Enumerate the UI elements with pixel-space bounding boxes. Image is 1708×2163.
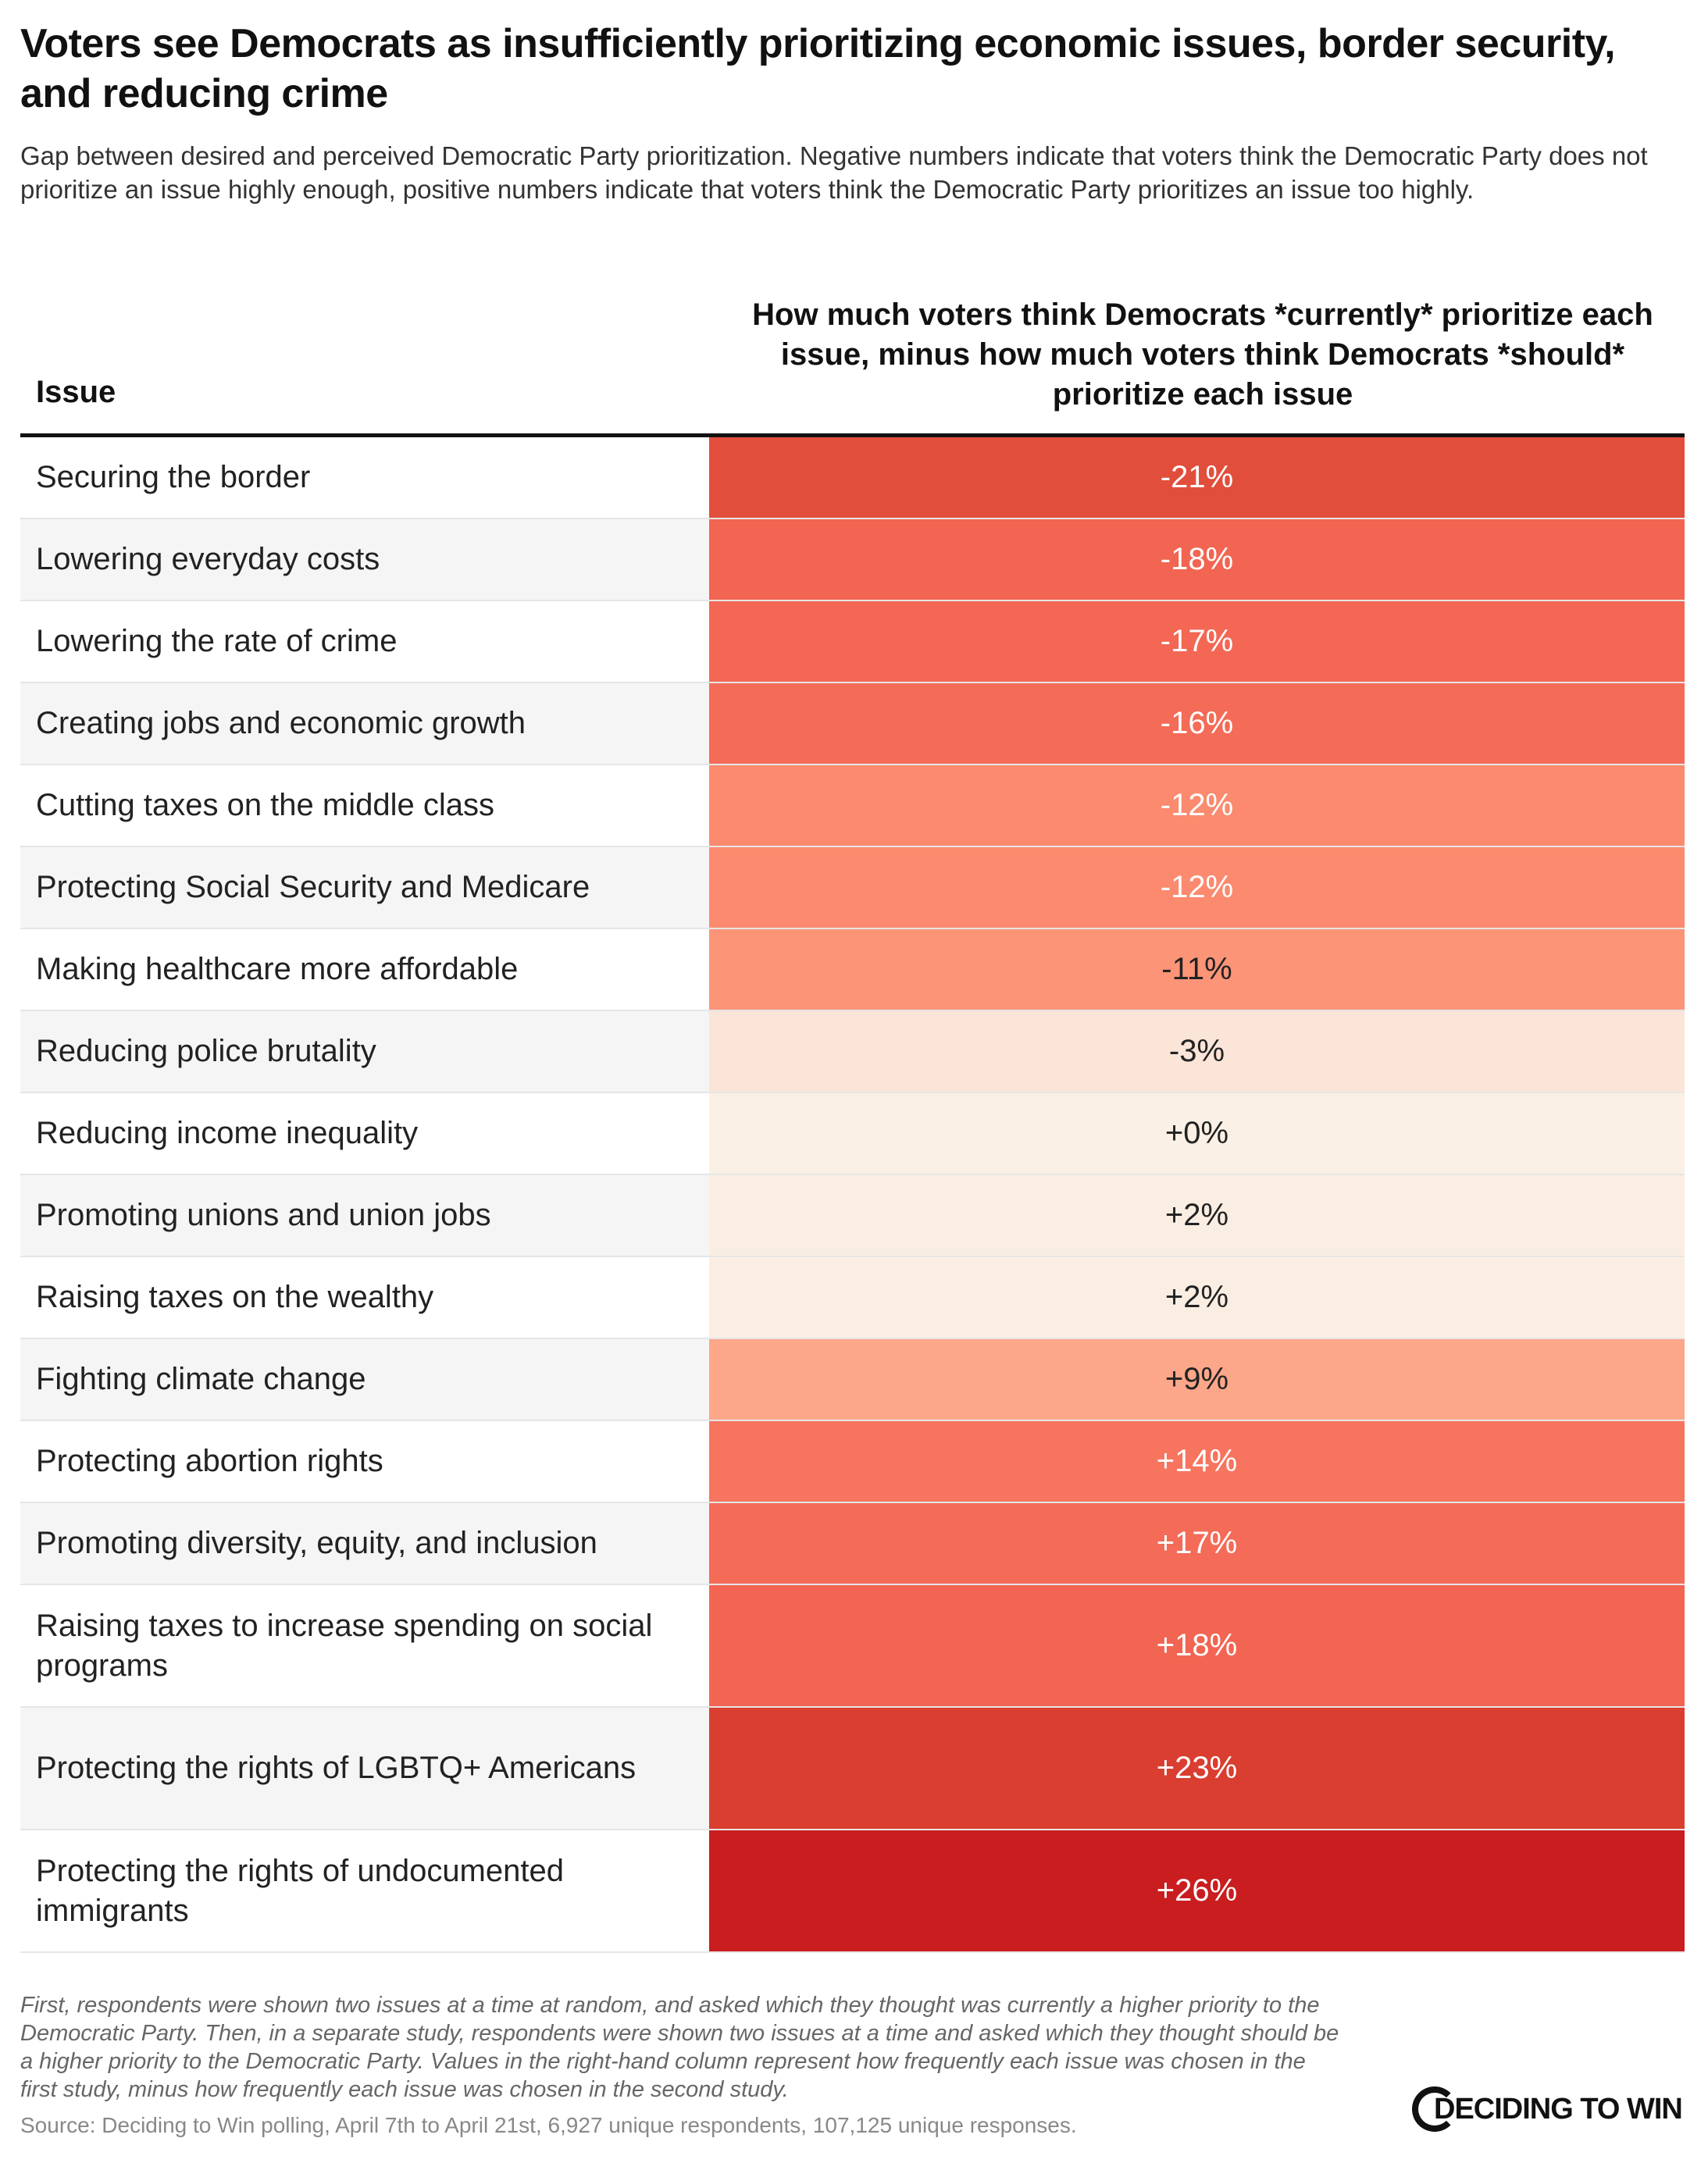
- table-row: Protecting the rights of undocumented im…: [20, 1830, 1685, 1953]
- column-header-value: How much voters think Democrats *current…: [752, 298, 1653, 412]
- value-cell: +2%: [709, 1257, 1685, 1338]
- issue-label: Promoting diversity, equity, and inclusi…: [20, 1503, 709, 1584]
- table-row: Raising taxes on the wealthy +2%: [20, 1257, 1685, 1339]
- value-cell: -18%: [709, 519, 1685, 600]
- issue-label: Lowering everyday costs: [20, 519, 709, 600]
- footnote: First, respondents were shown two issues…: [20, 1993, 1339, 2102]
- table-row: Securing the border -21%: [20, 437, 1685, 519]
- table-row: Protecting the rights of LGBTQ+ American…: [20, 1708, 1685, 1830]
- table-row: Raising taxes to increase spending on so…: [20, 1585, 1685, 1708]
- issue-label: Making healthcare more affordable: [36, 952, 519, 986]
- value-cell: +17%: [709, 1503, 1685, 1584]
- issue-label: Protecting the rights of LGBTQ+ American…: [20, 1708, 709, 1829]
- logo-text: DECIDING TO WIN: [1434, 2092, 1683, 2126]
- table-row: Reducing income inequality +0%: [20, 1093, 1685, 1175]
- chart-title: Voters see Democrats as insufficiently p…: [20, 21, 1616, 116]
- issue-label: Protecting the rights of undocumented im…: [36, 1853, 564, 1928]
- value-cell: +23%: [709, 1708, 1685, 1829]
- table-row: Promoting diversity, equity, and inclusi…: [20, 1503, 1685, 1585]
- value-cell: -12%: [709, 847, 1685, 928]
- value-cell: +26%: [709, 1830, 1685, 1951]
- value-cell: +9%: [709, 1339, 1685, 1420]
- chart-subtitle: Gap between desired and perceived Democr…: [20, 141, 1648, 204]
- table-row: Cutting taxes on the middle class -12%: [20, 765, 1685, 847]
- table-row: Lowering the rate of crime -17%: [20, 601, 1685, 683]
- table-row: Lowering everyday costs -18%: [20, 519, 1685, 601]
- value-cell: -12%: [709, 765, 1685, 846]
- issue-label: Securing the border: [36, 460, 311, 494]
- table-row: Fighting climate change +9%: [20, 1339, 1685, 1421]
- issue-label: Raising taxes to increase spending on so…: [36, 1608, 653, 1683]
- table-row: Protecting abortion rights +14%: [20, 1421, 1685, 1503]
- logo-c-icon: [1412, 2086, 1457, 2132]
- issue-label: Raising taxes on the wealthy: [36, 1280, 434, 1314]
- value-cell: +18%: [709, 1585, 1685, 1706]
- value-cell: +2%: [709, 1175, 1685, 1256]
- table-row: Protecting Social Security and Medicare -…: [20, 847, 1685, 929]
- table-row: Reducing police brutality -3%: [20, 1011, 1685, 1093]
- value-cell: -16%: [709, 683, 1685, 764]
- value-cell: -11%: [709, 929, 1685, 1010]
- issue-label: Promoting unions and union jobs: [20, 1175, 709, 1256]
- issue-label: Creating jobs and economic growth: [20, 683, 709, 764]
- issue-label: Reducing income inequality: [36, 1116, 419, 1150]
- issue-label: Protecting abortion rights: [36, 1444, 383, 1478]
- table-row: Creating jobs and economic growth -16%: [20, 683, 1685, 765]
- issue-label: Lowering the rate of crime: [36, 624, 398, 658]
- table-row: Making healthcare more affordable -11%: [20, 929, 1685, 1011]
- value-cell: +0%: [709, 1093, 1685, 1174]
- value-cell: +14%: [709, 1421, 1685, 1502]
- value-cell: -3%: [709, 1011, 1685, 1092]
- deciding-to-win-logo: DECIDING TO WIN: [1412, 2086, 1683, 2132]
- header-divider: [20, 433, 1685, 437]
- issue-label: Cutting taxes on the middle class: [36, 788, 494, 822]
- issue-label: Reducing police brutality: [20, 1011, 709, 1092]
- column-header-issue: Issue: [36, 375, 116, 409]
- issue-label: Protecting Social Security and Medicare: [20, 847, 709, 928]
- value-cell: -17%: [709, 601, 1685, 682]
- table-row: Promoting unions and union jobs +2%: [20, 1175, 1685, 1257]
- value-cell: -21%: [709, 437, 1685, 518]
- source-note: Source: Deciding to Win polling, April 7…: [20, 2113, 1077, 2137]
- issue-label: Fighting climate change: [20, 1339, 709, 1420]
- data-table: Securing the border -21% Lowering everyday…: [20, 437, 1685, 1953]
